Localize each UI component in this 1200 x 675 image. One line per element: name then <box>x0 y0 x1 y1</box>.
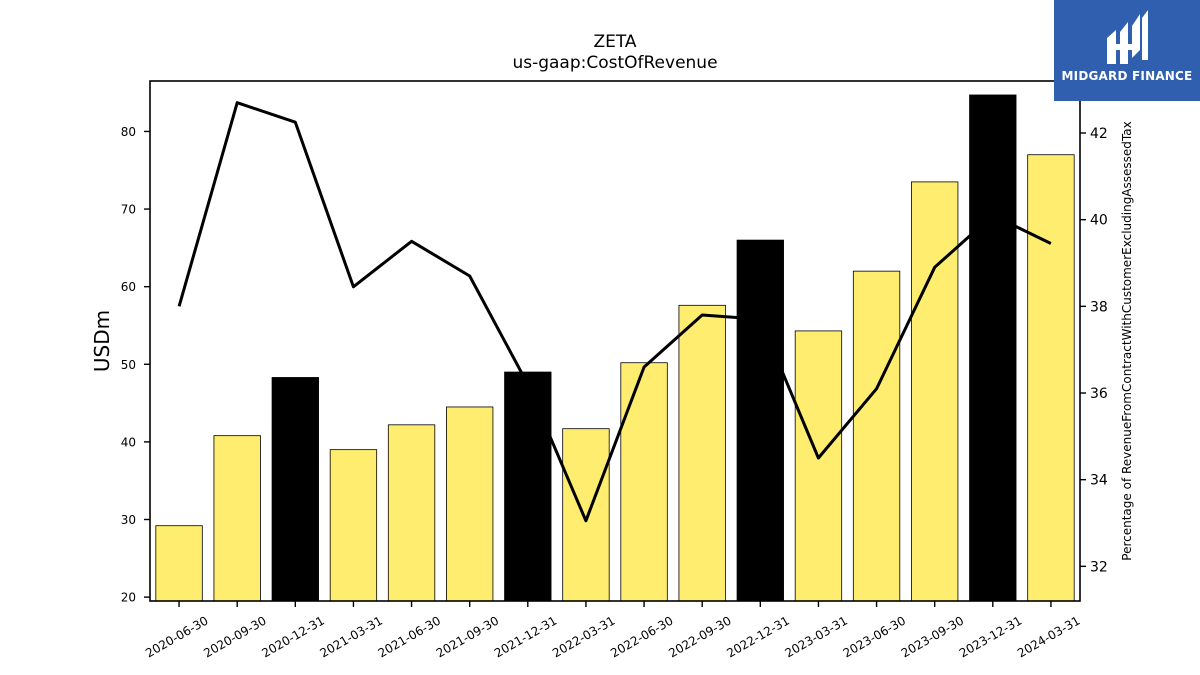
y2-tick-label-42: 42 <box>1090 126 1108 142</box>
y-tick-label-30: 30 <box>121 513 136 527</box>
x-tick-label-2020-06-30: 2020-06-30 <box>143 613 210 660</box>
bar-2021-09-30 <box>446 406 494 602</box>
bar-2020-12-31 <box>271 377 319 602</box>
bar-2022-12-31 <box>736 239 784 602</box>
bar-2024-03-31 <box>1027 154 1075 602</box>
x-tick-label-2022-09-30: 2022-09-30 <box>666 613 733 660</box>
x-tick-label-2021-12-31: 2021-12-31 <box>492 613 559 660</box>
x-axis: 2020-06-302020-09-302020-12-312021-03-31… <box>143 601 1082 660</box>
brand-name: MIDGARD FINANCE <box>1061 69 1193 83</box>
bar-2023-06-30 <box>852 270 901 602</box>
series-line <box>177 101 1052 523</box>
bar-2023-09-30 <box>911 181 959 602</box>
x-tick-label-2020-12-31: 2020-12-31 <box>259 613 326 660</box>
bar-2021-06-30 <box>387 424 436 602</box>
line-group <box>177 101 1052 523</box>
chart-title: ZETA <box>593 32 637 52</box>
bar-2020-09-30 <box>213 435 261 602</box>
bar-2023-03-31 <box>794 330 843 602</box>
y2-tick-label-38: 38 <box>1090 299 1108 315</box>
brand-logo: MIDGARD FINANCE <box>1054 0 1200 101</box>
y2-tick-label-36: 36 <box>1090 386 1108 402</box>
y-tick-label-60: 60 <box>121 280 136 294</box>
x-tick-label-2023-12-31: 2023-12-31 <box>957 613 1024 660</box>
bar-2022-09-30 <box>678 304 726 602</box>
bar-2023-12-31 <box>969 94 1017 602</box>
y-axis-left: 20 30 40 50 60 70 80 <box>121 125 150 605</box>
plot-frame <box>149 80 1081 602</box>
y2-tick-label-34: 34 <box>1090 473 1108 489</box>
y-tick-label-80: 80 <box>121 125 136 139</box>
midgard-logo-icon <box>1107 10 1148 64</box>
bar-2022-06-30 <box>620 362 668 602</box>
x-tick-label-2020-09-30: 2020-09-30 <box>201 613 268 660</box>
y-axis-right: 32 34 36 38 40 42 <box>1080 126 1108 575</box>
x-tick-label-2021-09-30: 2021-09-30 <box>434 613 501 660</box>
y-tick-label-50: 50 <box>121 358 136 372</box>
x-tick-label-2021-06-30: 2021-06-30 <box>376 613 443 660</box>
x-tick-label-2023-03-31: 2023-03-31 <box>783 613 850 660</box>
x-tick-label-2023-09-30: 2023-09-30 <box>899 613 966 660</box>
x-tick-label-2022-03-31: 2022-03-31 <box>550 613 617 660</box>
y2-axis-label: Percentage of RevenueFromContractWithCus… <box>1120 121 1134 560</box>
x-tick-label-2022-06-30: 2022-06-30 <box>608 613 675 660</box>
y-axis-label: USDm <box>90 310 114 372</box>
bar-2021-03-31 <box>329 449 378 602</box>
x-tick-label-2023-06-30: 2023-06-30 <box>841 613 908 660</box>
y2-tick-label-40: 40 <box>1090 213 1108 229</box>
bar-2020-06-30 <box>155 525 203 602</box>
y2-tick-label-32: 32 <box>1090 559 1108 575</box>
x-tick-label-2021-03-31: 2021-03-31 <box>318 613 385 660</box>
bar-2022-03-31 <box>562 428 610 602</box>
x-tick-label-2024-03-31: 2024-03-31 <box>1015 613 1082 660</box>
bar-2021-12-31 <box>504 371 552 602</box>
y-tick-label-20: 20 <box>121 591 136 605</box>
y-tick-label-70: 70 <box>121 203 136 217</box>
x-tick-label-2022-12-31: 2022-12-31 <box>724 613 791 660</box>
bar-group <box>155 94 1075 602</box>
y-tick-label-40: 40 <box>121 435 136 449</box>
chart-subtitle: us-gaap:CostOfRevenue <box>512 53 718 73</box>
